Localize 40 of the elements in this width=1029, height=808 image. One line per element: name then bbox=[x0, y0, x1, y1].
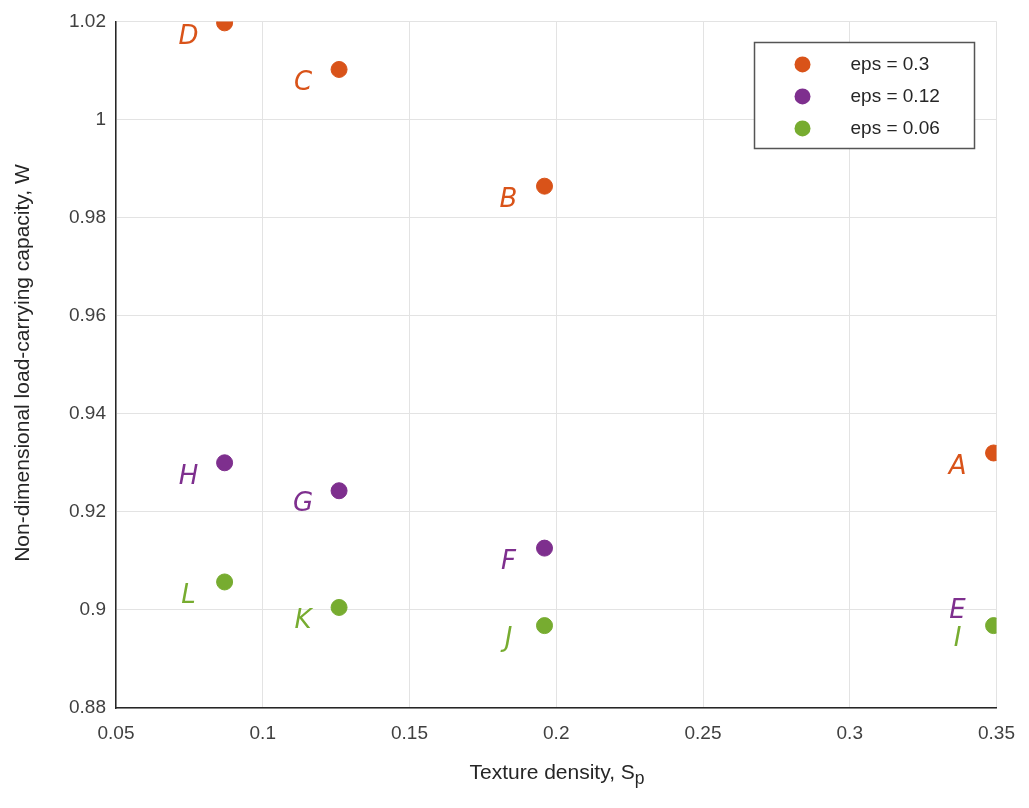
y-tick-label: 0.96 bbox=[69, 303, 106, 325]
data-label: G bbox=[292, 487, 314, 518]
y-tick-label: 0.88 bbox=[69, 696, 106, 718]
data-label: J bbox=[499, 622, 513, 653]
point bbox=[536, 177, 554, 195]
y-tick-label: 0.92 bbox=[69, 500, 106, 522]
point bbox=[216, 573, 234, 591]
data-label: A bbox=[946, 449, 967, 480]
x-tick-label: 0.35 bbox=[978, 721, 1015, 743]
y-tick-label: 0.94 bbox=[69, 401, 107, 423]
y-tick-label: 0.9 bbox=[79, 598, 106, 620]
point bbox=[536, 617, 554, 635]
annotation: E bbox=[949, 594, 967, 625]
point bbox=[216, 454, 234, 472]
x-tick-label: 0.15 bbox=[391, 721, 428, 743]
point bbox=[330, 482, 348, 500]
data-label: C bbox=[293, 66, 313, 97]
point bbox=[330, 598, 348, 616]
y-tick-label: 0.98 bbox=[69, 205, 106, 227]
legend-label: eps = 0.12 bbox=[850, 84, 940, 106]
x-axis-title: Texture density, S$_{p}$ bbox=[468, 760, 646, 790]
x-tick-label: 0.25 bbox=[684, 721, 722, 743]
point bbox=[330, 60, 348, 78]
data-label: I bbox=[953, 622, 962, 653]
y-tick-label: 1 bbox=[95, 107, 106, 129]
x-tick-label: 0.05 bbox=[97, 721, 135, 743]
data-label: K bbox=[294, 604, 314, 635]
data-label: F bbox=[501, 544, 518, 575]
y-axis-title: Non-dimensional load-carrying capacity, W bbox=[10, 164, 34, 562]
legend-label: eps = 0.3 bbox=[850, 52, 930, 74]
x-tick-label: 0.2 bbox=[543, 721, 570, 743]
data-label: H bbox=[178, 459, 199, 490]
data-label: L bbox=[181, 578, 196, 609]
legend-label: eps = 0.06 bbox=[850, 116, 940, 138]
x-tick-label: 0.3 bbox=[836, 721, 863, 743]
data-label: B bbox=[499, 182, 518, 213]
data-label: D bbox=[178, 19, 199, 50]
y-tick-label: 1.02 bbox=[69, 9, 106, 31]
point bbox=[536, 539, 554, 557]
x-tick-label: 0.1 bbox=[249, 721, 276, 743]
